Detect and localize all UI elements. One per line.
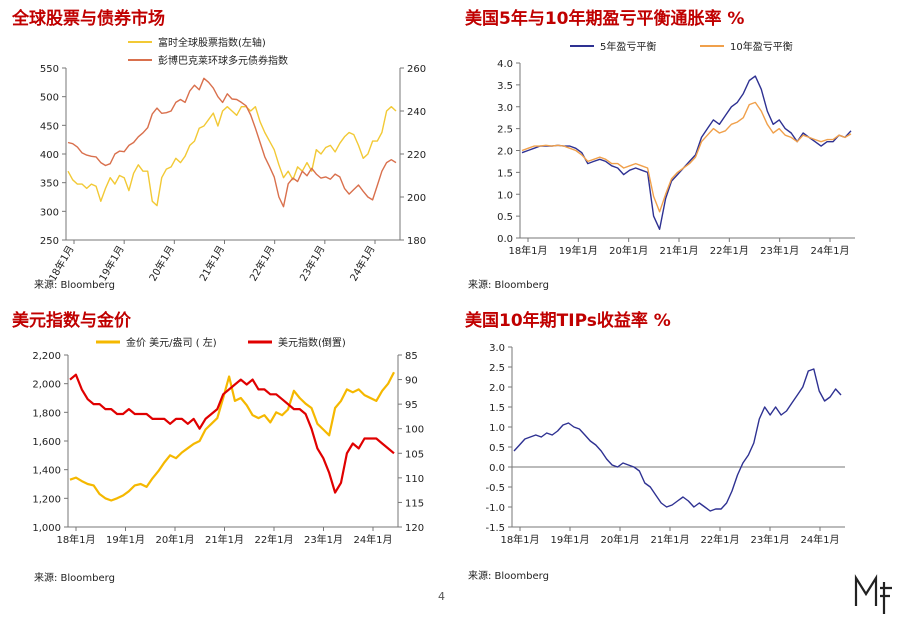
source-label: 来源: Bloomberg — [468, 571, 549, 582]
brand-logo-icon — [854, 574, 892, 614]
series-line-0 — [67, 105, 397, 207]
y-tick-label: 550 — [40, 64, 59, 75]
y-right-tick-label: 120 — [405, 523, 424, 534]
x-tick-label: 19年1月 — [559, 244, 598, 257]
y-tick-label: 1.0 — [497, 190, 513, 201]
y-tick-label: 2,000 — [32, 380, 61, 391]
y-right-tick-label: 180 — [407, 236, 426, 247]
y-tick-label: -0.5 — [485, 483, 505, 494]
y-right-tick-label: 115 — [405, 498, 424, 509]
x-tick-label: 22年1月 — [700, 533, 739, 546]
x-tick-label: 22年1月 — [246, 243, 277, 283]
y-right-tick-label: 200 — [407, 193, 426, 204]
x-tick-label: 22年1月 — [710, 244, 749, 257]
y-tick-label: 0.5 — [489, 443, 505, 454]
panel-title-dxy-gold: 美元指数与金价 — [12, 311, 131, 331]
x-tick-label: 22年1月 — [254, 533, 293, 546]
y-right-tick-label: 240 — [407, 107, 426, 118]
legend-label: 5年盈亏平衡 — [600, 40, 656, 53]
y-tick-label: 400 — [40, 150, 59, 161]
series-line-0 — [69, 371, 395, 502]
y-tick-label: 450 — [40, 121, 59, 132]
y-tick-label: 2.0 — [497, 147, 513, 158]
y-tick-label: 300 — [40, 207, 59, 218]
x-tick-label: 20年1月 — [155, 533, 194, 546]
chart-tips: -1.5 -1.0 -0.5 0.0 0.5 1.0 1.5 2.0 2.5 3.0 18年1月 19… — [485, 343, 845, 546]
y-tick-label: 0.5 — [497, 212, 513, 223]
y-tick-label: 2.0 — [489, 383, 505, 394]
legend-label: 彭博巴克莱环球多元债券指数 — [158, 54, 288, 67]
y-tick-label: 3.0 — [489, 343, 505, 354]
legend-label: 美元指数(倒置) — [278, 336, 346, 349]
y-tick-label: 500 — [40, 93, 59, 104]
source-label: 来源: Bloomberg — [34, 280, 115, 291]
x-tick-label: 23年1月 — [297, 243, 328, 283]
y-tick-label: 0.0 — [489, 463, 505, 474]
y-tick-label: -1.5 — [485, 523, 505, 534]
x-tick-label: 23年1月 — [304, 533, 343, 546]
x-tick-label: 19年1月 — [106, 533, 145, 546]
y-tick-label: 350 — [40, 179, 59, 190]
x-tick-label: 24年1月 — [800, 533, 839, 546]
y-right-tick-label: 105 — [405, 449, 424, 460]
panel-title-tips: 美国10年期TIPs收益率 % — [465, 311, 671, 331]
chart-dxy-gold: 1,000 1,200 1,400 1,600 1,800 2,000 2,200 85 90 9… — [32, 336, 424, 546]
x-tick-label: 18年1月 — [500, 533, 539, 546]
y-right-tick-label: 100 — [405, 425, 424, 436]
x-tick-label: 18年1月 — [508, 244, 547, 257]
x-tick-label: 24年1月 — [810, 244, 849, 257]
x-tick-label: 20年1月 — [146, 243, 177, 283]
source-label: 来源: Bloomberg — [34, 573, 115, 584]
y-tick-label: 1.0 — [489, 423, 505, 434]
series-line-0 — [513, 368, 842, 512]
x-tick-label: 20年1月 — [600, 533, 639, 546]
y-right-tick-label: 95 — [405, 400, 418, 411]
panel-title-global-markets: 全球股票与债券市场 — [12, 9, 165, 29]
y-tick-label: 4.0 — [497, 59, 513, 70]
y-right-tick-label: 90 — [405, 376, 418, 387]
x-tick-label: 21年1月 — [205, 533, 244, 546]
legend-label: 富时全球股票指数(左轴) — [158, 36, 266, 49]
y-tick-label: 3.5 — [497, 81, 513, 92]
panel-title-breakeven: 美国5年与10年期盈亏平衡通胀率 % — [465, 9, 745, 29]
legend-label: 金价 美元/盎司 ( 左) — [126, 336, 217, 349]
y-tick-label: 1.5 — [497, 168, 513, 179]
y-tick-label: 1,000 — [32, 523, 61, 534]
y-right-tick-label: 260 — [407, 64, 426, 75]
x-tick-label: 23年1月 — [760, 244, 799, 257]
chart-breakeven: 0.0 0.5 1.0 1.5 2.0 2.5 3.0 3.5 4.0 18年1月 19年1月 20年… — [497, 40, 855, 257]
y-tick-label: 1,600 — [32, 437, 61, 448]
y-tick-label: 3.0 — [497, 103, 513, 114]
y-tick-label: 2.5 — [489, 363, 505, 374]
chart-global-markets: 25030035040045050055018020022024026018年1… — [40, 36, 426, 283]
y-right-tick-label: 110 — [405, 474, 424, 485]
x-tick-label: 21年1月 — [659, 244, 698, 257]
y-right-tick-label: 220 — [407, 150, 426, 161]
y-tick-label: 2.5 — [497, 125, 513, 136]
source-label: 来源: Bloomberg — [468, 280, 549, 291]
y-tick-label: -1.0 — [485, 503, 505, 514]
series-line-1 — [67, 77, 397, 208]
x-tick-label: 19年1月 — [550, 533, 589, 546]
y-tick-label: 0.0 — [497, 234, 513, 245]
x-tick-label: 24年1月 — [347, 243, 378, 283]
page-number: 4 — [438, 590, 445, 603]
x-tick-label: 18年1月 — [56, 533, 95, 546]
x-tick-label: 20年1月 — [609, 244, 648, 257]
x-tick-label: 21年1月 — [650, 533, 689, 546]
y-right-tick-label: 85 — [405, 351, 418, 362]
y-tick-label: 2,200 — [32, 351, 61, 362]
x-tick-label: 23年1月 — [750, 533, 789, 546]
y-tick-label: 1,400 — [32, 466, 61, 477]
y-tick-label: 1,800 — [32, 408, 61, 419]
legend-label: 10年盈亏平衡 — [730, 40, 793, 53]
x-tick-label: 24年1月 — [353, 533, 392, 546]
series-line-1 — [69, 373, 395, 494]
y-tick-label: 1.5 — [489, 403, 505, 414]
x-tick-label: 21年1月 — [196, 243, 227, 283]
series-line-0 — [521, 75, 852, 231]
y-tick-label: 1,200 — [32, 494, 61, 505]
y-tick-label: 250 — [40, 236, 59, 247]
series-line-1 — [521, 101, 852, 213]
